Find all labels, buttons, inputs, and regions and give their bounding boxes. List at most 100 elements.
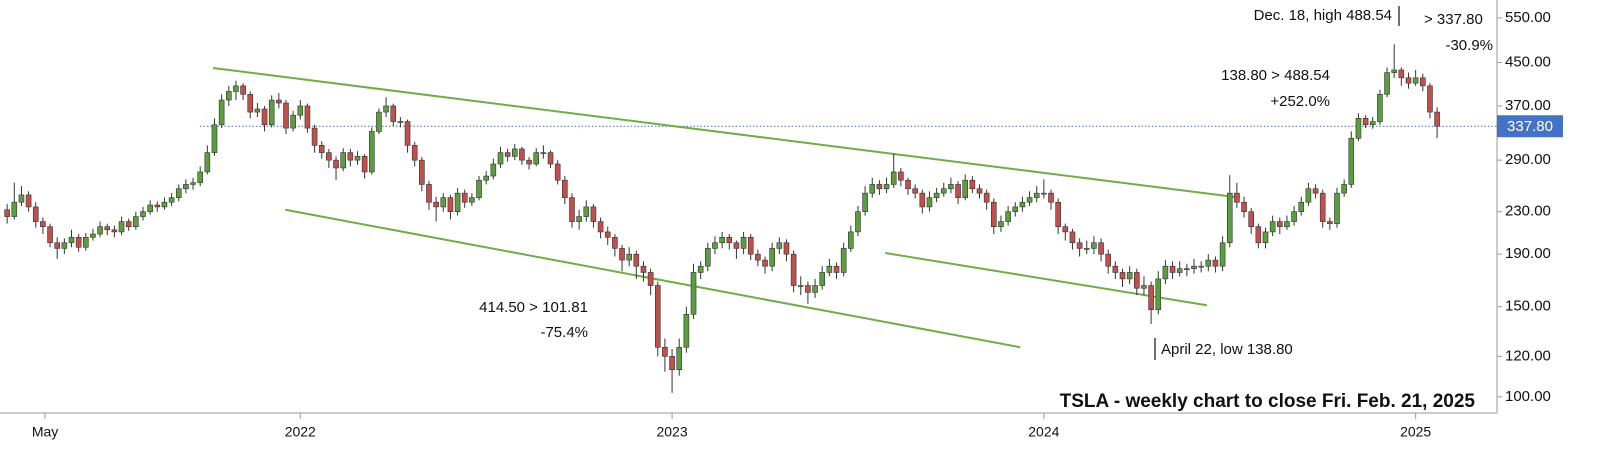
candle-body — [848, 231, 854, 249]
candle-body — [397, 121, 404, 123]
candle-body — [1169, 265, 1176, 273]
candle-body — [1141, 285, 1147, 289]
candle-body — [1312, 188, 1319, 194]
candle-body — [490, 163, 497, 177]
candle-body — [662, 346, 668, 357]
candle-body — [175, 188, 182, 198]
candle-body — [862, 192, 868, 212]
candle-body — [1284, 221, 1290, 227]
candle-body — [40, 221, 46, 227]
candle-body — [912, 188, 918, 194]
annotation: 414.50 > 101.81 — [479, 299, 588, 316]
candle-body — [676, 346, 683, 370]
candle-body — [1019, 201, 1026, 208]
chart-title: TSLA - weekly chart to close Fri. Feb. 2… — [1060, 391, 1476, 412]
candle-body — [469, 197, 475, 203]
candle-body — [633, 253, 640, 267]
candle-body — [1005, 211, 1011, 222]
x-tick-label: 2025 — [1400, 424, 1431, 440]
candle-body — [697, 265, 704, 273]
candle-body — [376, 111, 382, 132]
candle-body — [1305, 188, 1312, 203]
candle-body — [726, 236, 733, 244]
candle-body — [519, 148, 525, 161]
candle-body — [526, 159, 532, 165]
candle-body — [819, 272, 826, 286]
candle-body — [1205, 259, 1212, 267]
candle-body — [1276, 221, 1283, 227]
candle-body — [683, 313, 690, 348]
candle-body — [168, 197, 175, 203]
candle-body — [976, 188, 983, 194]
candle-body — [833, 265, 840, 273]
candle-body — [47, 226, 53, 244]
candle-body — [898, 171, 904, 181]
candle-body — [554, 163, 561, 181]
candle-body — [812, 285, 818, 293]
candle-body — [497, 152, 504, 165]
candle-body — [54, 242, 60, 249]
x-tick-label: 2023 — [656, 424, 687, 440]
trendline — [212, 66, 1240, 199]
candle-body — [940, 188, 947, 194]
candle-body — [719, 236, 725, 244]
candle-body — [304, 105, 311, 129]
y-tick-label: 150.00 — [1505, 298, 1551, 315]
candle-body — [855, 211, 861, 233]
candle-body — [1184, 268, 1190, 270]
candle-body — [998, 221, 1004, 227]
candle-body — [18, 194, 25, 203]
candle-body — [383, 105, 389, 113]
x-tick-label: 2022 — [285, 424, 316, 440]
candle-body — [368, 131, 375, 173]
candle-body — [1134, 272, 1140, 289]
candle-body — [1155, 278, 1162, 311]
candle-body — [183, 184, 189, 190]
candle-body — [576, 216, 582, 222]
annotation: 138.80 > 488.54 — [1221, 67, 1330, 84]
candle-body — [82, 236, 89, 248]
candle-body — [1434, 111, 1440, 127]
candle-body — [547, 152, 554, 165]
candle-body — [705, 248, 711, 267]
candle-body — [1262, 231, 1269, 244]
candle-body — [90, 233, 96, 238]
candle-body — [333, 159, 339, 169]
candle-body — [25, 194, 32, 208]
candle-body — [211, 124, 218, 153]
candle-body — [669, 356, 675, 370]
candle-body — [1391, 69, 1397, 73]
candle-body — [1234, 192, 1240, 203]
candle-body — [75, 236, 82, 248]
candle-body — [161, 201, 168, 208]
y-tick-label: 100.00 — [1505, 388, 1551, 405]
candle-body — [290, 114, 296, 129]
candle-body — [1091, 242, 1097, 249]
candle-body — [926, 197, 933, 208]
candle-body — [154, 204, 161, 208]
candle-body — [361, 156, 368, 173]
annotation: April 22, low 138.80 — [1161, 341, 1293, 358]
y-tick-label: 450.00 — [1505, 53, 1551, 70]
candle-body — [411, 145, 418, 161]
candle-body — [454, 192, 461, 212]
annotation: Dec. 18, high 488.54 — [1254, 7, 1392, 24]
candle-body — [68, 236, 75, 244]
candle-body — [1098, 242, 1104, 255]
candle-body — [1069, 231, 1076, 244]
candle-body — [747, 236, 754, 255]
candle-body — [905, 179, 911, 190]
candle-body — [1012, 206, 1019, 212]
candle-body — [562, 179, 568, 198]
candle-body — [933, 192, 940, 198]
candle-body — [276, 99, 282, 104]
candle-body — [32, 206, 39, 222]
annotation: -30.9% — [1445, 37, 1493, 54]
candle-body — [1419, 77, 1426, 87]
candle-body — [1355, 118, 1362, 139]
candle-body — [805, 285, 811, 293]
candle-body — [1377, 93, 1383, 122]
candle-body — [254, 108, 261, 113]
candle-body — [1341, 184, 1347, 194]
